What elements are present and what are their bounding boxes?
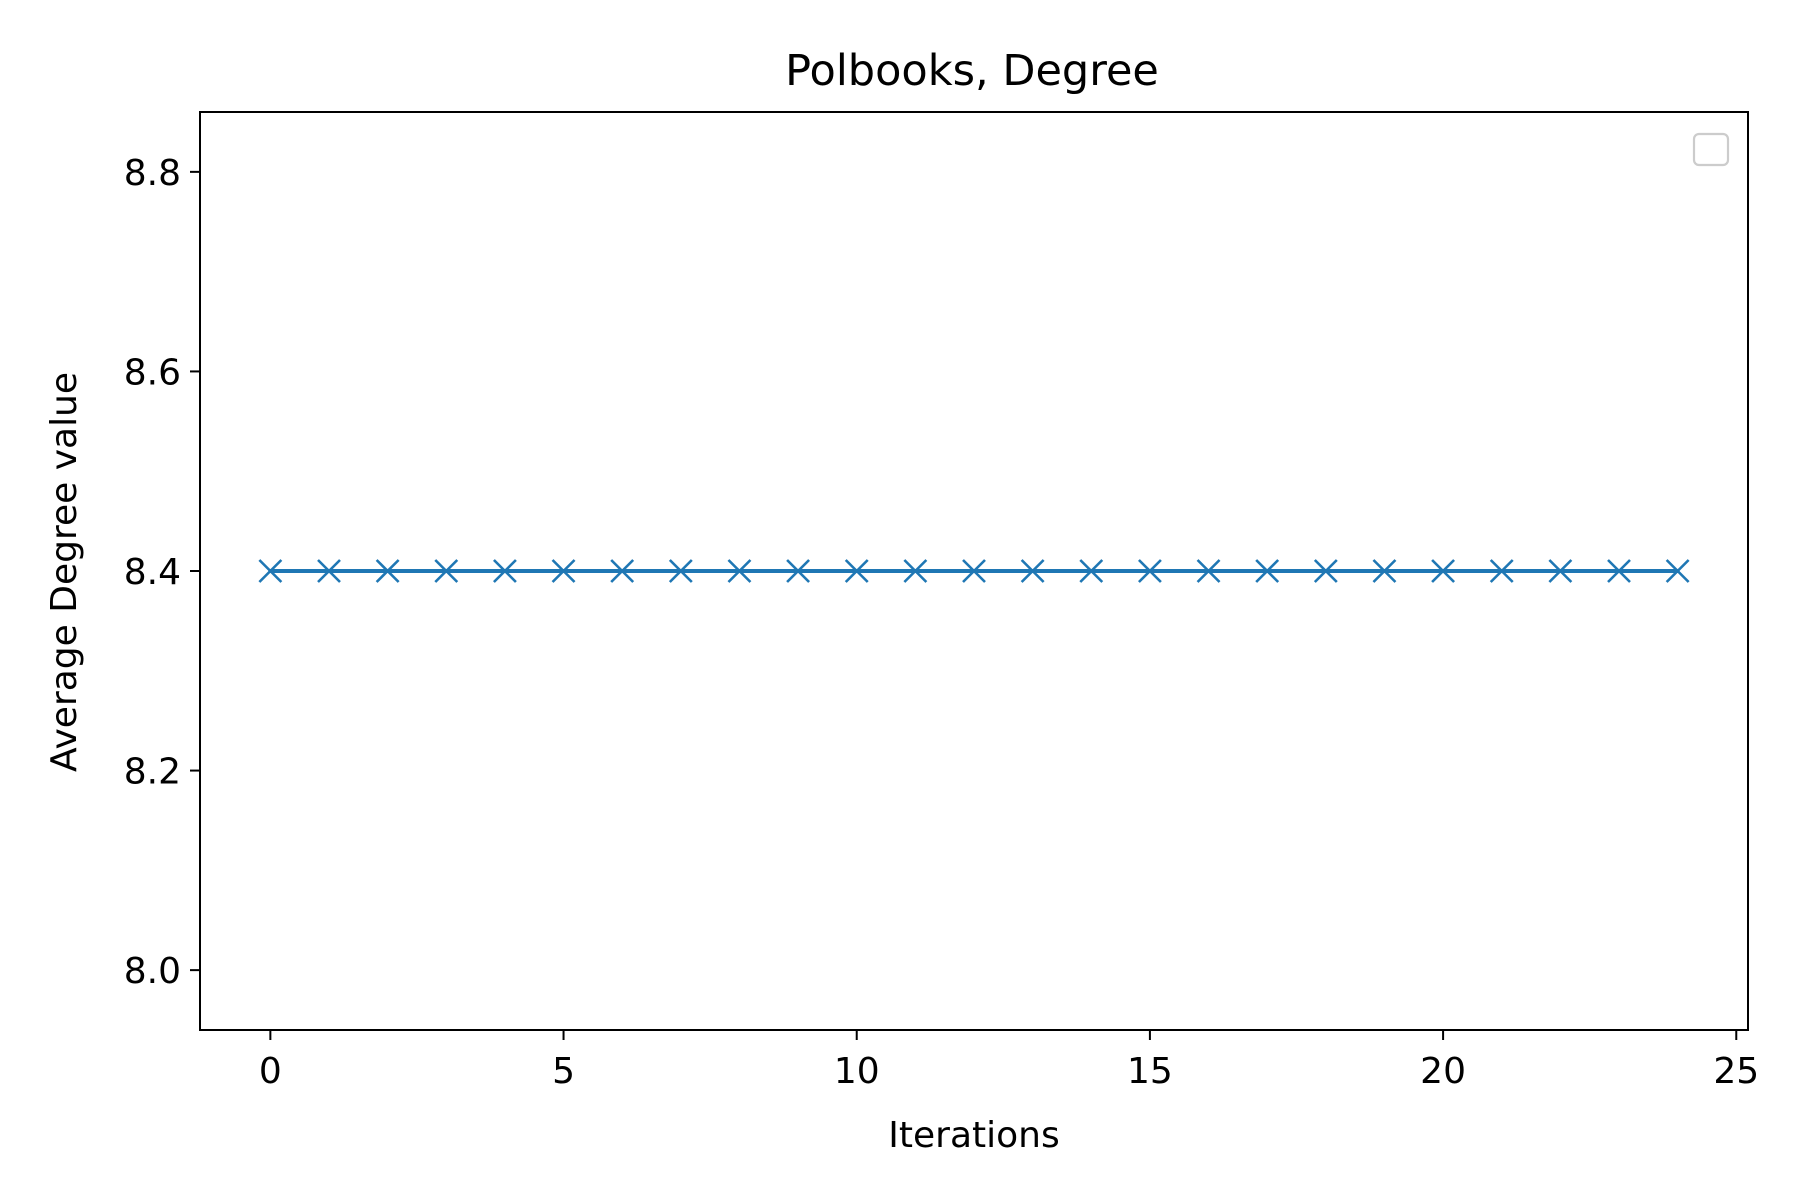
plot-frame [199, 111, 1749, 1031]
data-point-marker [668, 559, 693, 583]
data-point-marker [1137, 559, 1162, 583]
y-tick-label: 8.6 [124, 352, 181, 393]
data-point-marker [903, 559, 928, 583]
x-axis-ticks: 0 5 10 15 20 25 [259, 1030, 1759, 1092]
data-point-marker [1431, 559, 1456, 583]
data-point-marker [844, 559, 869, 583]
x-tick-label: 20 [1420, 1051, 1466, 1092]
chart-title: Polbooks, Degree [785, 46, 1159, 96]
data-point-marker [1020, 559, 1045, 583]
data-point-marker [727, 559, 752, 583]
data-point-marker [1489, 559, 1514, 583]
data-point-marker [434, 559, 459, 583]
y-axis-label: Average Degree value [44, 372, 85, 772]
data-point-marker [962, 559, 986, 583]
data-point-marker [1079, 559, 1104, 583]
data-point-marker [492, 559, 517, 583]
y-tick-label: 8.4 [124, 552, 181, 593]
x-tick-label: 25 [1713, 1051, 1759, 1092]
data-point-marker [551, 559, 576, 583]
data-point-marker [1665, 559, 1690, 583]
data-point-marker [1548, 559, 1573, 583]
y-axis-ticks: 8.0 8.2 8.4 8.6 8.8 [124, 153, 200, 992]
y-tick-label: 8.0 [124, 951, 181, 992]
x-tick-label: 5 [552, 1051, 575, 1092]
y-tick-label: 8.2 [124, 752, 181, 793]
data-point-marker [1255, 559, 1280, 583]
data-point-marker [1313, 559, 1338, 583]
data-point-marker [1196, 559, 1221, 583]
x-tick-label: 15 [1127, 1051, 1173, 1092]
x-tick-label: 0 [259, 1051, 282, 1092]
data-point-marker [1372, 559, 1397, 583]
data-point-marker [610, 559, 635, 583]
data-point-marker [258, 559, 283, 583]
legend-box [1692, 132, 1730, 167]
x-tick-label: 10 [834, 1051, 880, 1092]
data-point-marker [317, 559, 341, 583]
data-point-marker [375, 559, 400, 583]
y-tick-label: 8.8 [124, 153, 181, 194]
data-point-marker [1607, 559, 1631, 583]
x-axis-label: Iterations [888, 1115, 1059, 1156]
series-layer [258, 559, 1690, 583]
data-point-marker [786, 559, 811, 583]
